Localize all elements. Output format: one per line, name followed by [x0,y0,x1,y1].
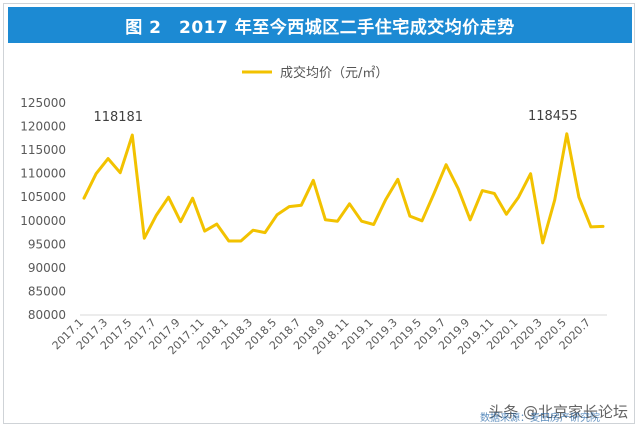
y-tick-label: 105000 [20,190,66,204]
y-tick-label: 80000 [28,308,66,322]
y-tick-label: 90000 [28,261,66,275]
chart-title-banner: 图 2 2017 年至今西城区二手住宅成交均价走势 [8,7,632,43]
y-tick-label: 85000 [28,284,66,298]
y-tick-label: 110000 [20,167,66,181]
y-tick-label: 115000 [20,143,66,157]
peak-annotation: 118181 [93,110,143,125]
series-line [82,132,605,245]
source-note: 数据来源：麦田房产研究院 [480,413,600,424]
legend-label: 成交均价（元/㎡） [280,65,388,81]
y-tick-label: 120000 [20,120,66,134]
chart-title: 图 2 2017 年至今西城区二手住宅成交均价走势 [125,17,515,38]
chart-frame [3,3,635,424]
peak-annotation: 118455 [528,109,578,124]
y-tick-label: 125000 [20,96,66,110]
watermark: 头条 @北京家长论坛 [488,403,628,421]
y-tick-label: 100000 [20,214,66,228]
y-tick-label: 95000 [28,237,66,251]
